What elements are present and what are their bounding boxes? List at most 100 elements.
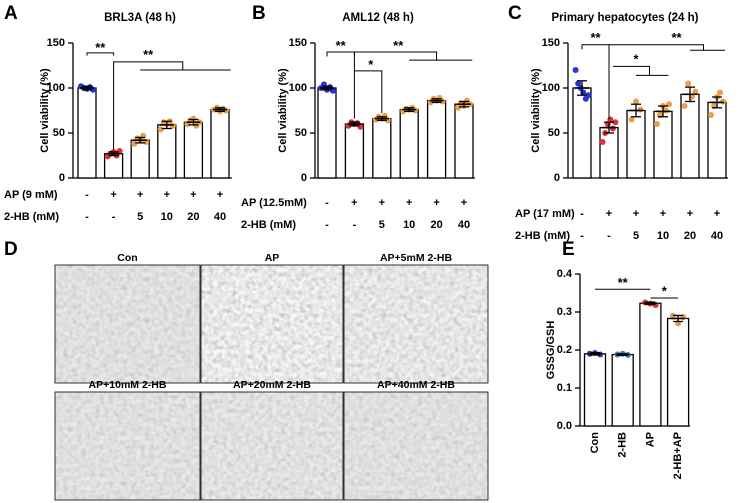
- row-value: 20: [187, 211, 199, 223]
- row-label: 2-HB (mM): [515, 230, 570, 242]
- significance-bracket: [354, 70, 383, 114]
- micrograph: [201, 265, 343, 383]
- y-tick-label: 100: [47, 82, 65, 94]
- panel-letter: B: [252, 3, 266, 24]
- micrograph-frame: [343, 391, 489, 501]
- row-label: AP (12.5mM): [241, 197, 307, 209]
- data-point: [681, 103, 688, 109]
- data-point: [637, 106, 644, 113]
- micrograph-frame: [343, 264, 489, 384]
- significance-label: **: [143, 47, 154, 62]
- data-point: [609, 125, 616, 132]
- row-value: 5: [137, 211, 143, 223]
- chart-title: AML12 (48 h): [342, 12, 414, 24]
- row-value: +: [217, 189, 223, 201]
- chart-title: Primary hepatocytes (24 h): [551, 12, 698, 24]
- significance-label: *: [368, 57, 374, 72]
- row-value: 5: [633, 230, 639, 242]
- micrograph: [344, 265, 488, 383]
- row-value: +: [164, 189, 170, 201]
- y-axis-label: Cell viability (%): [530, 68, 542, 153]
- y-axis-label: Cell viability (%): [39, 68, 51, 153]
- bar: [77, 87, 97, 179]
- significance-label: **: [95, 40, 106, 55]
- row-value: +: [660, 208, 666, 220]
- data-point: [572, 67, 579, 73]
- row-value: +: [351, 197, 357, 209]
- bar: [639, 302, 662, 427]
- micrograph: [55, 265, 200, 383]
- data-point: [599, 139, 606, 145]
- bar: [611, 353, 634, 427]
- micrograph: [55, 392, 200, 500]
- data-point: [612, 119, 619, 126]
- data-point: [717, 89, 723, 96]
- y-tick-label: 0.2: [557, 344, 572, 356]
- x-tick-label: 2-HB+AP: [672, 432, 684, 479]
- micrograph-frame: [54, 264, 201, 384]
- chart-title: BRL3A (48 h): [104, 12, 176, 24]
- significance-label: **: [671, 30, 682, 45]
- y-tick-label: 150: [289, 37, 307, 49]
- panel-letter: A: [4, 3, 18, 24]
- y-tick-label: 50: [53, 127, 65, 139]
- significance-label: *: [633, 52, 639, 67]
- significance-bracket: [613, 65, 650, 76]
- y-tick-label: 0.3: [557, 306, 572, 318]
- bar: [317, 87, 337, 179]
- data-point: [669, 312, 676, 319]
- panel-letter: D: [4, 239, 18, 260]
- bar: [426, 99, 447, 179]
- image-caption: AP: [265, 252, 280, 264]
- x-tick-label: AP: [644, 432, 656, 447]
- micrograph: [201, 392, 343, 500]
- image-caption: AP+20mM 2-HB: [233, 379, 311, 391]
- y-tick-label: 0.4: [557, 268, 573, 280]
- y-tick-label: 0: [554, 172, 560, 184]
- row-label: AP (9 mM): [4, 189, 58, 201]
- row-value: +: [137, 189, 143, 201]
- x-tick-label: 2-HB: [617, 432, 629, 458]
- row-value: +: [433, 197, 439, 209]
- significance-bracket: [581, 44, 610, 50]
- row-value: +: [190, 189, 196, 201]
- row-value: 40: [458, 219, 470, 231]
- bar: [666, 317, 690, 427]
- row-value: +: [379, 197, 385, 209]
- y-axis-label: Cell viability (%): [277, 68, 289, 153]
- y-tick-label: 100: [289, 82, 307, 94]
- y-tick-label: 0.0: [557, 420, 572, 432]
- row-value: 10: [657, 230, 669, 242]
- y-tick-label: 150: [47, 37, 65, 49]
- significance-bracket: [353, 51, 438, 119]
- data-point: [708, 112, 714, 118]
- bar: [583, 353, 607, 427]
- bar: [572, 87, 592, 179]
- row-value: -: [580, 230, 584, 242]
- significance-bracket: [86, 52, 115, 56]
- significance-label: **: [393, 38, 404, 53]
- data-point: [692, 88, 699, 95]
- data-point: [633, 98, 639, 105]
- significance-bracket: [113, 61, 184, 150]
- row-value: +: [687, 208, 693, 220]
- data-point: [628, 116, 635, 123]
- row-value: -: [112, 211, 116, 223]
- row-value: 40: [214, 211, 226, 223]
- row-value: 10: [403, 219, 415, 231]
- y-axis-label: GSSG/GSH: [545, 321, 557, 380]
- bar: [399, 108, 419, 179]
- y-tick-label: 0: [59, 172, 65, 184]
- significance-label: **: [336, 38, 347, 53]
- data-point: [585, 92, 592, 99]
- row-value: 20: [684, 230, 696, 242]
- row-label: AP (17 mM): [515, 208, 575, 220]
- row-value: -: [607, 230, 611, 242]
- row-value: 20: [430, 219, 442, 231]
- panel-letter: C: [508, 3, 522, 24]
- micrograph-frame: [54, 391, 201, 501]
- y-tick-label: 0.1: [557, 382, 572, 394]
- row-value: +: [633, 208, 639, 220]
- row-value: +: [461, 197, 467, 209]
- bar: [454, 103, 474, 179]
